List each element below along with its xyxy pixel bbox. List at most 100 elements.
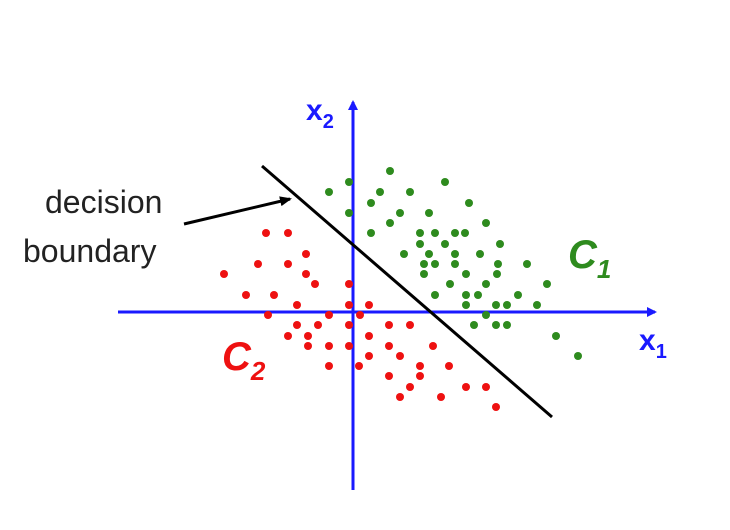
- annotation-line2: boundary: [23, 233, 156, 269]
- class2-point: [304, 342, 312, 350]
- class2-point: [406, 383, 414, 391]
- class2-point: [325, 311, 333, 319]
- class2-point: [304, 332, 312, 340]
- class2-point: [262, 229, 270, 237]
- class1-point: [462, 301, 470, 309]
- class1-point: [462, 270, 470, 278]
- class2-point: [462, 383, 470, 391]
- class1-point: [494, 260, 502, 268]
- class1-point: [474, 291, 482, 299]
- class2-point: [385, 372, 393, 380]
- class1-point: [492, 301, 500, 309]
- class1-subscript: 1: [597, 254, 611, 284]
- class2-point: [311, 280, 319, 288]
- class1-point: [451, 260, 459, 268]
- class1-point: [367, 199, 375, 207]
- class2-point: [365, 301, 373, 309]
- class2-point: [345, 280, 353, 288]
- class1-point: [574, 352, 582, 360]
- class2-point: [314, 321, 322, 329]
- class2-point: [416, 372, 424, 380]
- class1-point: [503, 301, 511, 309]
- class1-point: [482, 219, 490, 227]
- class2-point: [345, 342, 353, 350]
- class2-point: [220, 270, 228, 278]
- class1-point: [416, 240, 424, 248]
- class1-point: [496, 240, 504, 248]
- decision-boundary-line: [262, 166, 552, 417]
- annotation-arrow: [184, 199, 290, 224]
- class2-point: [284, 332, 292, 340]
- class2-point: [385, 342, 393, 350]
- x-axis-label: x1: [639, 324, 667, 363]
- class1-point: [451, 250, 459, 258]
- class1-point: [406, 188, 414, 196]
- class1-point: [420, 270, 428, 278]
- class2-label: C2: [222, 335, 266, 386]
- class1-point: [386, 167, 394, 175]
- class2-point: [406, 321, 414, 329]
- class2-point: [396, 352, 404, 360]
- class2-subscript: 2: [250, 356, 266, 386]
- class2-point: [293, 321, 301, 329]
- class2-point: [429, 342, 437, 350]
- class1-point: [431, 229, 439, 237]
- class1-point: [514, 291, 522, 299]
- class1-point: [523, 260, 531, 268]
- y-axis-label: x2: [306, 94, 334, 133]
- class2-point: [365, 332, 373, 340]
- class1-point: [451, 229, 459, 237]
- class1-point: [492, 321, 500, 329]
- class1-point: [425, 209, 433, 217]
- class2-point: [264, 311, 272, 319]
- class1-point: [462, 291, 470, 299]
- class2-point: [254, 260, 262, 268]
- class1-point: [503, 321, 511, 329]
- x-axis-subscript: 1: [656, 341, 667, 363]
- class2-point: [355, 362, 363, 370]
- class2-point: [242, 291, 250, 299]
- class2-point: [437, 393, 445, 401]
- class1-point: [425, 250, 433, 258]
- class2-point: [325, 342, 333, 350]
- class1-point: [345, 209, 353, 217]
- class1-point: [482, 311, 490, 319]
- class1-point: [345, 178, 353, 186]
- class2-point: [345, 321, 353, 329]
- class1-label: C1: [568, 233, 611, 284]
- class1-point: [396, 209, 404, 217]
- class2-point: [302, 270, 310, 278]
- class1-point: [367, 229, 375, 237]
- class2-point: [492, 403, 500, 411]
- class2-point: [385, 321, 393, 329]
- class1-point: [446, 280, 454, 288]
- class2-point: [284, 229, 292, 237]
- class2-point: [396, 393, 404, 401]
- class2-point: [416, 362, 424, 370]
- class1-point: [465, 199, 473, 207]
- class1-point: [400, 250, 408, 258]
- class1-point: [420, 260, 428, 268]
- class1-point: [476, 250, 484, 258]
- class1-point: [431, 260, 439, 268]
- y-axis-subscript: 2: [323, 111, 334, 133]
- class1-point: [533, 301, 541, 309]
- class2-point: [365, 352, 373, 360]
- class1-point: [470, 321, 478, 329]
- class2-point: [284, 260, 292, 268]
- class1-point: [416, 229, 424, 237]
- class1-point: [325, 188, 333, 196]
- class1-point: [482, 280, 490, 288]
- class2-point: [482, 383, 490, 391]
- class2-point: [270, 291, 278, 299]
- class1-point: [386, 219, 394, 227]
- class2-point: [445, 362, 453, 370]
- class2-point: [345, 301, 353, 309]
- class2-point: [356, 311, 364, 319]
- class1-point: [461, 229, 469, 237]
- annotation-line1: decision: [45, 184, 162, 220]
- class1-point: [441, 178, 449, 186]
- class2-point: [302, 250, 310, 258]
- class1-point: [441, 240, 449, 248]
